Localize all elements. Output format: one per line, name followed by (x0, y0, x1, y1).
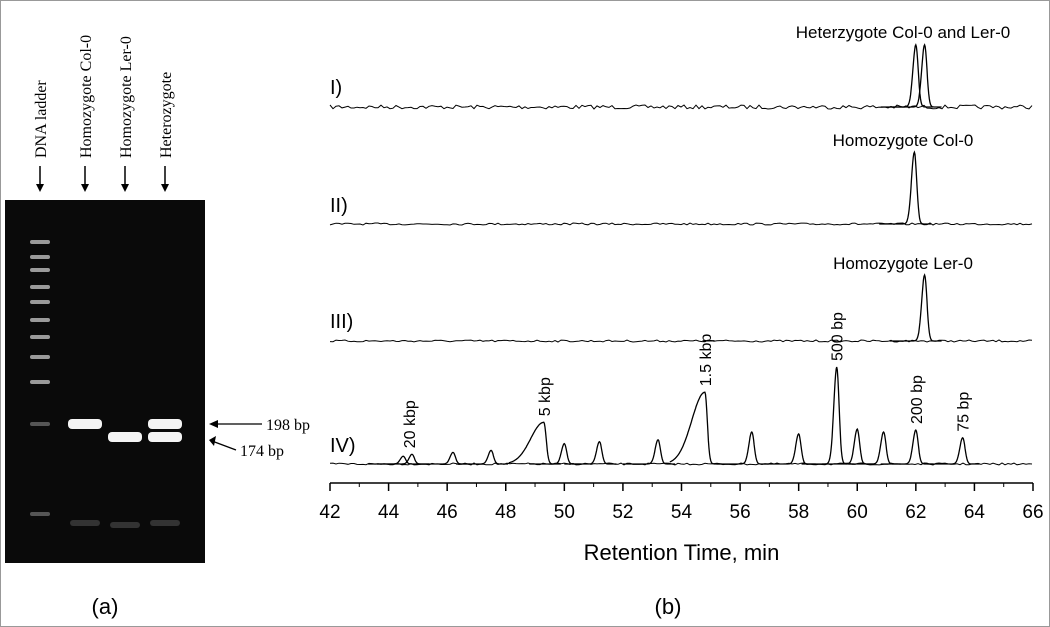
peak (889, 43, 942, 108)
panel-label: (b) (655, 594, 682, 619)
peak-label: 1.5 kbp (698, 334, 715, 387)
band-label: 174 bp (240, 443, 284, 460)
ladder-band (30, 285, 50, 289)
x-tick-label: 54 (671, 502, 693, 523)
trace-label: III) (330, 311, 353, 333)
ladder-band (30, 255, 50, 259)
panel-label: (a) (92, 594, 119, 619)
peak-label: 20 kbp (402, 400, 419, 448)
peak (927, 436, 980, 465)
ladder-band (30, 300, 50, 304)
ladder-band (30, 380, 50, 384)
ladder-band (30, 422, 50, 426)
arrow-head (81, 184, 89, 192)
ladder-band (30, 268, 50, 272)
ladder-band (30, 318, 50, 322)
band-arrow (211, 440, 237, 451)
baseline (329, 222, 1033, 226)
arrow-head (36, 184, 44, 192)
peak-label: 5 kbp (537, 377, 554, 416)
trace-annotation: Heterzygote Col-0 and Ler-0 (796, 23, 1011, 42)
ladder-band (30, 335, 50, 339)
lane-label: DNA ladder (33, 80, 50, 158)
peak-label: 500 bp (830, 312, 847, 361)
faint-band (150, 520, 180, 526)
gel-panel (5, 200, 205, 563)
x-axis-label: Retention Time, min (584, 540, 780, 565)
peak-label: 75 bp (956, 392, 973, 432)
lane-label: Homozygote Ler-0 (118, 36, 135, 158)
faint-band (70, 520, 100, 526)
arrow-head (209, 436, 216, 446)
arrow-head (121, 184, 129, 192)
x-tick-label: 60 (847, 502, 868, 523)
x-tick-label: 46 (437, 502, 458, 523)
peak (880, 429, 933, 465)
lane-label: Homozygote Col-0 (78, 35, 95, 158)
x-tick-label: 66 (1022, 502, 1043, 523)
peak (564, 440, 617, 465)
peak (879, 150, 932, 225)
trace-annotation: Homozygote Ler-0 (833, 254, 973, 273)
peak (622, 438, 676, 465)
dna-band (148, 432, 182, 442)
dna-band (108, 432, 142, 442)
x-tick-label: 50 (554, 502, 575, 523)
dna-band (68, 419, 102, 429)
lane-label: Heterozygote (158, 72, 175, 158)
x-tick-label: 42 (319, 502, 340, 523)
dna-band (148, 419, 182, 429)
x-tick-label: 64 (964, 502, 986, 523)
x-tick-label: 44 (378, 502, 400, 523)
peak (669, 391, 722, 465)
x-tick-label: 48 (495, 502, 516, 523)
baseline (329, 104, 1033, 110)
arrow-head (161, 184, 169, 192)
peak (889, 273, 942, 342)
baseline (329, 462, 1033, 466)
x-tick-label: 52 (612, 502, 633, 523)
peak (456, 449, 509, 465)
trace-annotation: Homozygote Col-0 (833, 131, 974, 150)
x-tick-label: 58 (788, 502, 809, 523)
x-tick-label: 56 (730, 502, 751, 523)
peak (716, 430, 769, 465)
band-label: 198 bp (266, 417, 310, 434)
ladder-band (30, 355, 50, 359)
ladder-band (30, 512, 50, 516)
trace-label: II) (330, 195, 348, 217)
trace-label: IV) (330, 435, 356, 457)
peak-label: 200 bp (909, 375, 926, 424)
arrow-head (209, 420, 218, 428)
x-tick-label: 62 (905, 502, 926, 523)
faint-band (110, 522, 140, 528)
trace-label: I) (330, 77, 342, 99)
ladder-band (30, 240, 50, 244)
